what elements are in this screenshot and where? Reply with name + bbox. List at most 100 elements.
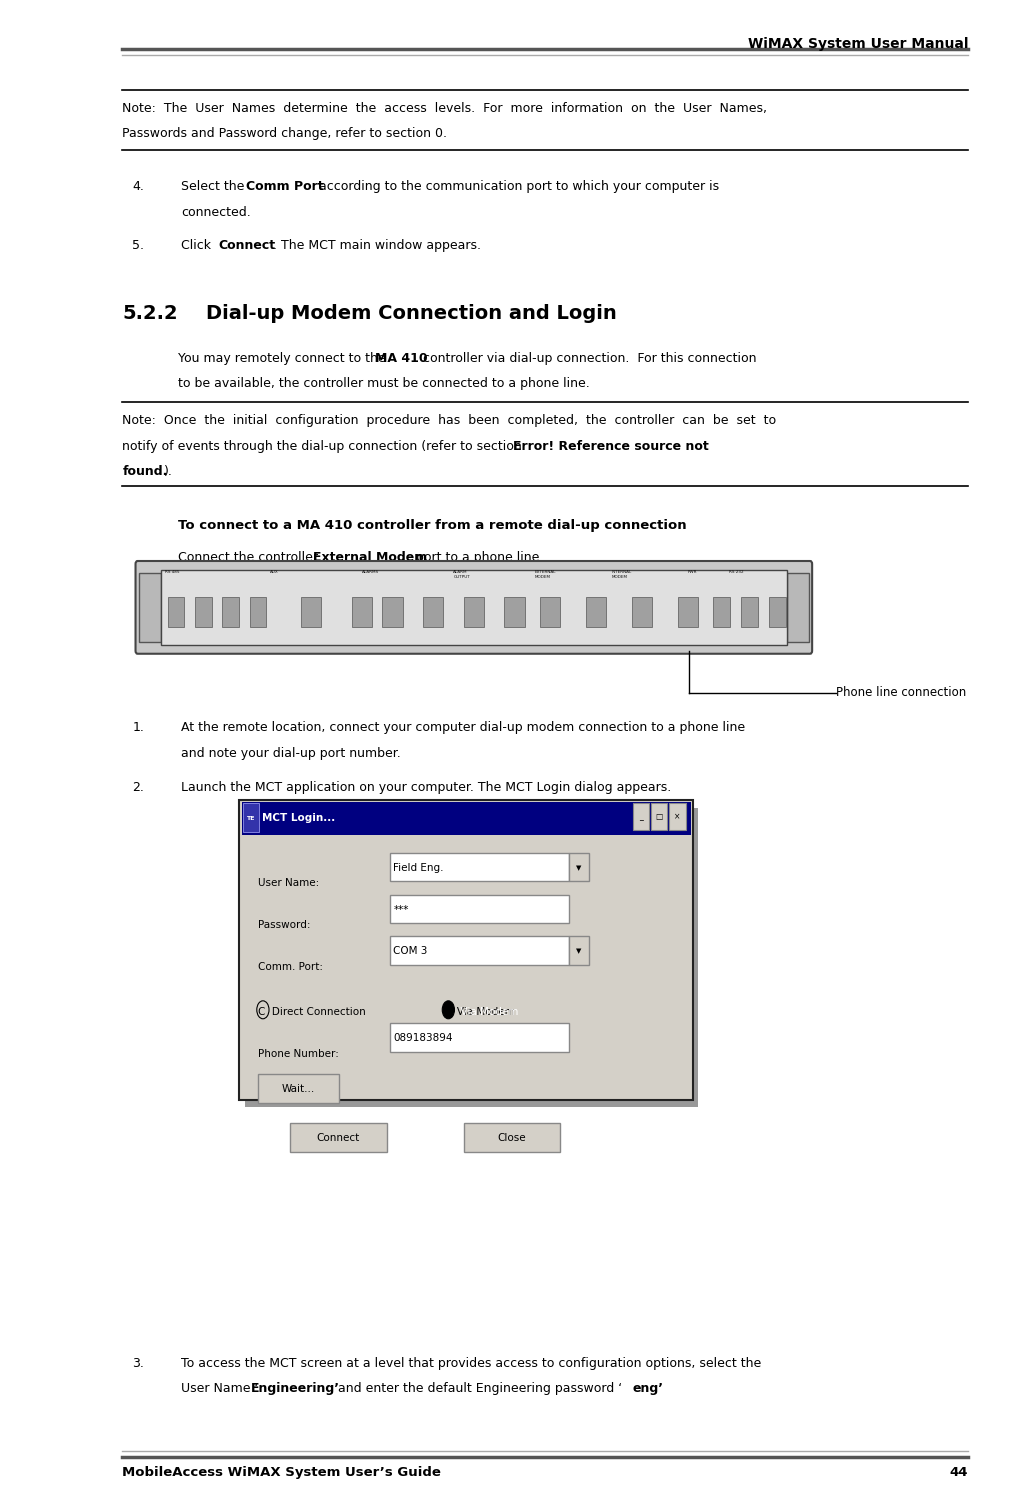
Text: ALARMS: ALARMS <box>362 570 379 574</box>
Bar <box>243 803 259 832</box>
Text: INTERNAL
MODEM: INTERNAL MODEM <box>611 570 632 579</box>
Bar <box>382 597 403 627</box>
Text: Select the: Select the <box>181 180 249 193</box>
Text: ***: *** <box>393 905 409 914</box>
Bar <box>632 597 652 627</box>
Text: Field Eng.: Field Eng. <box>393 863 444 872</box>
Text: MCT Login...: MCT Login... <box>262 814 335 823</box>
Text: found.: found. <box>122 465 168 479</box>
Text: At the remote location, connect your computer dial-up modem connection to a phon: At the remote location, connect your com… <box>181 721 746 735</box>
Text: PWR: PWR <box>688 570 697 574</box>
Text: . The MCT main window appears.: . The MCT main window appears. <box>273 239 481 253</box>
Bar <box>222 597 238 627</box>
Circle shape <box>442 1001 454 1019</box>
Text: ▼: ▼ <box>576 948 582 954</box>
Text: RS 485: RS 485 <box>165 570 179 574</box>
Text: _: _ <box>639 812 643 821</box>
Text: notify of events through the dial-up connection (refer to section: notify of events through the dial-up con… <box>122 440 526 453</box>
Text: Close: Close <box>497 1134 526 1143</box>
Text: 1.: 1. <box>132 721 145 735</box>
Bar <box>250 597 266 627</box>
Bar <box>464 1123 560 1152</box>
Text: RS 232: RS 232 <box>729 570 743 574</box>
Bar <box>390 936 569 965</box>
Bar <box>633 803 649 830</box>
Text: according to the communication port to which your computer is: according to the communication port to w… <box>315 180 719 193</box>
Bar <box>139 573 161 642</box>
Text: Connect the controller: Connect the controller <box>178 551 322 564</box>
Bar <box>245 808 698 1107</box>
Text: Via Modem: Via Modem <box>454 1007 519 1017</box>
Text: 3.: 3. <box>132 1357 145 1370</box>
Bar <box>787 573 809 642</box>
Text: 089183894: 089183894 <box>393 1034 452 1043</box>
Text: Comm Port: Comm Port <box>246 180 323 193</box>
Bar <box>352 597 372 627</box>
Text: port to a phone line.: port to a phone line. <box>412 551 543 564</box>
Text: Password:: Password: <box>258 920 311 931</box>
Text: ×: × <box>675 812 681 821</box>
Text: to be available, the controller must be connected to a phone line.: to be available, the controller must be … <box>178 377 590 390</box>
Text: To access the MCT screen at a level that provides access to configuration option: To access the MCT screen at a level that… <box>181 1357 761 1370</box>
Bar <box>290 1123 387 1152</box>
Text: 5.2.2: 5.2.2 <box>122 304 178 323</box>
Text: External Modem: External Modem <box>313 551 427 564</box>
Text: Dial-up Modem Connection and Login: Dial-up Modem Connection and Login <box>206 304 616 323</box>
Text: EXTERNAL
MODEM: EXTERNAL MODEM <box>535 570 556 579</box>
Bar <box>464 597 484 627</box>
Text: □: □ <box>655 812 663 821</box>
Bar <box>669 803 686 830</box>
Text: 5.: 5. <box>132 239 145 253</box>
Bar <box>504 597 525 627</box>
Text: Phone Number:: Phone Number: <box>258 1049 338 1059</box>
Text: COM 3: COM 3 <box>393 947 428 956</box>
Text: Connect: Connect <box>317 1134 360 1143</box>
Bar <box>741 597 757 627</box>
Text: AUX: AUX <box>270 570 279 574</box>
Bar <box>196 597 212 627</box>
Bar <box>713 597 730 627</box>
Text: Error! Reference source not: Error! Reference source not <box>513 440 708 453</box>
Text: Wait...: Wait... <box>282 1085 315 1094</box>
Bar <box>678 597 698 627</box>
Bar <box>258 1074 339 1103</box>
Text: controller via dial-up connection.  For this connection: controller via dial-up connection. For t… <box>419 352 756 365</box>
Text: C  Direct Connection: C Direct Connection <box>258 1007 366 1017</box>
Text: 44: 44 <box>950 1466 968 1480</box>
Text: 4.: 4. <box>132 180 145 193</box>
Text: connected.: connected. <box>181 206 251 220</box>
Bar <box>569 853 589 881</box>
Bar <box>239 800 693 1100</box>
Bar <box>242 802 691 835</box>
Text: ALARM
OUTPUT: ALARM OUTPUT <box>453 570 470 579</box>
Text: Connect: Connect <box>218 239 275 253</box>
Text: and note your dial-up port number.: and note your dial-up port number. <box>181 747 401 760</box>
Text: TE: TE <box>247 815 255 821</box>
Text: Engineering’: Engineering’ <box>251 1382 339 1396</box>
FancyBboxPatch shape <box>136 561 812 654</box>
Text: To connect to a MA 410 controller from a remote dial-up connection: To connect to a MA 410 controller from a… <box>178 519 687 533</box>
Text: WiMAX System User Manual: WiMAX System User Manual <box>748 37 968 51</box>
Text: User Name:: User Name: <box>258 878 319 889</box>
Bar <box>168 597 184 627</box>
Text: and enter the default Engineering password ‘: and enter the default Engineering passwo… <box>334 1382 623 1396</box>
Bar <box>390 1023 569 1052</box>
Text: MA 410: MA 410 <box>375 352 428 365</box>
Text: Passwords and Password change, refer to section 0.: Passwords and Password change, refer to … <box>122 127 447 141</box>
Text: You may remotely connect to the: You may remotely connect to the <box>178 352 390 365</box>
Text: 2.: 2. <box>132 781 145 794</box>
Bar <box>423 597 443 627</box>
Text: eng’: eng’ <box>633 1382 663 1396</box>
Text: C  Via Modem: C Via Modem <box>443 1007 515 1017</box>
Bar <box>569 936 589 965</box>
Text: MobileAccess WiMAX System User’s Guide: MobileAccess WiMAX System User’s Guide <box>122 1466 441 1480</box>
Bar <box>161 570 787 645</box>
Text: ).: ). <box>164 465 173 479</box>
Text: Launch the MCT application on your computer. The MCT Login dialog appears.: Launch the MCT application on your compu… <box>181 781 672 794</box>
Text: Note:  The  User  Names  determine  the  access  levels.  For  more  information: Note: The User Names determine the acces… <box>122 102 767 115</box>
Text: ▼: ▼ <box>576 865 582 871</box>
Text: User Name ‘: User Name ‘ <box>181 1382 259 1396</box>
Bar <box>390 895 569 923</box>
Text: Click: Click <box>181 239 215 253</box>
Text: Phone line connection: Phone line connection <box>836 687 966 699</box>
